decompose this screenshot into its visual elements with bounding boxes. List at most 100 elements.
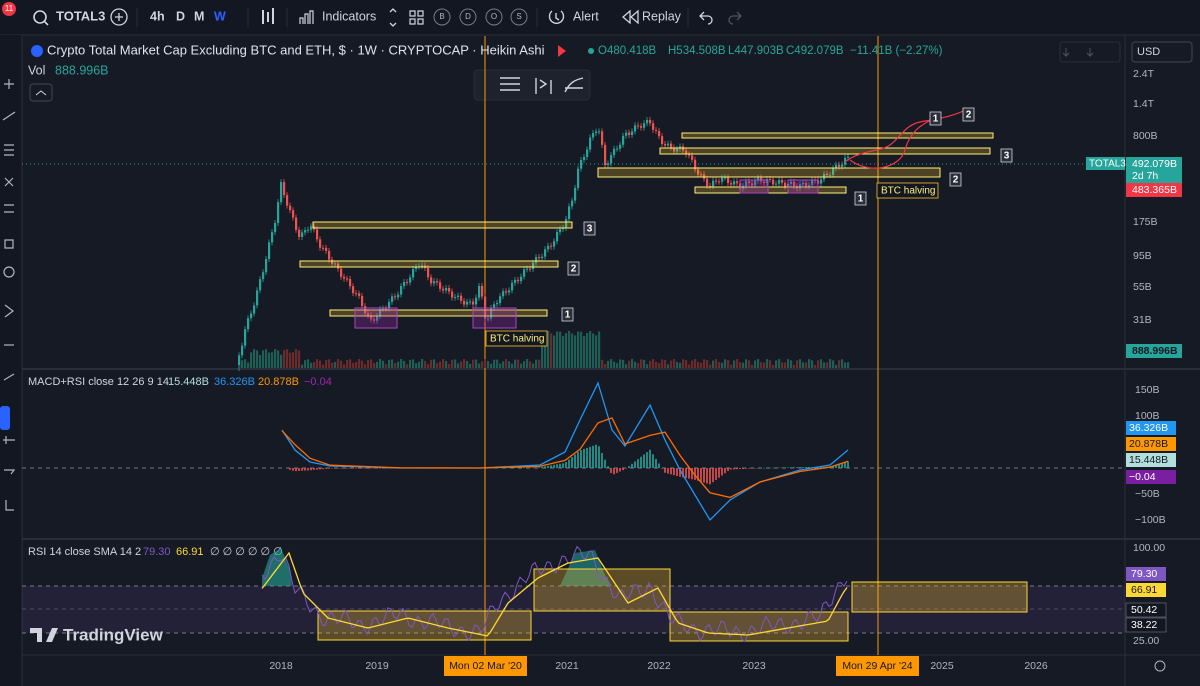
indicators-button[interactable]: Indicators [322, 9, 376, 23]
alert-button[interactable]: Alert [573, 9, 599, 23]
candle-body [343, 276, 346, 279]
layout-icon[interactable] [409, 10, 424, 25]
settings-icon[interactable] [1154, 660, 1166, 672]
volume-bar [403, 360, 406, 368]
candle-body [847, 156, 850, 158]
pane-icons [1062, 48, 1094, 58]
candle-body [523, 269, 526, 277]
candle-body [268, 242, 271, 259]
interval[interactable]: W [214, 9, 226, 23]
collapse-button[interactable] [29, 83, 53, 102]
pane-controls[interactable] [1059, 41, 1121, 63]
candle-body [535, 257, 538, 263]
macd-histogram [748, 468, 750, 469]
candle-body [790, 181, 793, 184]
volume-tag-text: 888.996B [1132, 345, 1178, 357]
candle-body [271, 232, 274, 243]
volume-bar [838, 360, 841, 368]
active-tool[interactable] [0, 406, 10, 430]
macd-histogram [577, 452, 579, 468]
rsi-tag-text: 79.30 [1131, 568, 1157, 580]
time-tick-label: 2026 [1024, 660, 1048, 672]
candle-body [280, 182, 283, 203]
volume-bar [730, 364, 733, 368]
volume-bar [277, 350, 280, 368]
volume-bar [418, 361, 421, 368]
macd-histogram [382, 468, 384, 469]
candle-body [808, 184, 811, 187]
candle-body [595, 131, 598, 134]
macd-tick-label: 150B [1135, 384, 1160, 396]
search-icon[interactable] [33, 10, 47, 24]
candle-body [553, 241, 556, 247]
price-tick-label: 2.4T [1133, 68, 1155, 80]
candle-body [607, 163, 610, 166]
alert-icon[interactable] [548, 10, 565, 25]
redo-icon[interactable] [728, 11, 742, 25]
interval[interactable]: M [194, 9, 204, 23]
marker-box [962, 107, 975, 122]
projection-path [844, 107, 971, 169]
layout-circle[interactable] [433, 8, 451, 26]
add-symbol-button[interactable] [110, 8, 128, 26]
symbol-logo [31, 45, 43, 57]
layout-circle[interactable] [510, 8, 528, 26]
notification-badge[interactable] [2, 2, 16, 16]
market-dot [588, 48, 594, 54]
macd-histogram [586, 447, 588, 468]
interval[interactable]: D [176, 9, 185, 23]
candle-body [688, 154, 691, 156]
replay-icon[interactable] [622, 9, 639, 25]
marker-label: 1 [858, 194, 864, 205]
interval[interactable]: 4h [150, 9, 165, 23]
currency[interactable]: USD [1137, 46, 1160, 58]
macd-histogram [619, 468, 621, 472]
macd-histogram [511, 467, 513, 469]
volume-bar [337, 359, 340, 368]
marker-label: 2 [571, 264, 577, 275]
macd-histogram [694, 468, 696, 480]
macd-histogram [745, 468, 747, 469]
layout-circle[interactable] [459, 8, 477, 26]
candle-body [265, 258, 268, 273]
ohlc-open: O480.418B [598, 45, 657, 57]
currency-selector[interactable] [1131, 41, 1193, 63]
volume-bar [391, 359, 394, 368]
floating-toolbar-icons[interactable] [500, 77, 584, 94]
candle-body [745, 181, 748, 186]
indicators-icon[interactable] [299, 10, 314, 24]
time-cursor-label: Mon 02 Mar '20 [449, 660, 522, 672]
chart-type-icon[interactable] [262, 8, 274, 24]
rsi-label: RSI 14 close SMA 14 2 [28, 546, 141, 558]
rsi-empty-values: ∅ ∅ ∅ ∅ ∅ ∅ [210, 546, 283, 558]
marker-box [929, 111, 942, 126]
replay-button[interactable]: Replay [642, 9, 682, 23]
volume-bar [334, 361, 337, 368]
volume-bar [733, 360, 736, 368]
candle-body [628, 132, 631, 135]
rsi-zone [669, 611, 849, 642]
candle-body [370, 315, 373, 320]
undo-icon[interactable] [699, 11, 713, 25]
accumulation-box [739, 179, 769, 194]
candle-body [316, 229, 319, 240]
macd-histogram [568, 459, 570, 468]
volume-tag [1126, 344, 1182, 358]
layout-circle[interactable] [485, 8, 503, 26]
volume-bar [778, 359, 781, 368]
macd-value: 20.878B [258, 376, 299, 388]
compare-icon[interactable] [389, 8, 397, 27]
accumulation-box [472, 307, 517, 329]
floating-toolbar[interactable] [473, 69, 591, 101]
volume-bar [814, 364, 817, 368]
volume-bar [499, 363, 502, 368]
symbol[interactable]: TOTAL3 [56, 8, 105, 23]
candle-body [670, 143, 673, 148]
volume-bar [577, 331, 580, 368]
macd-histogram [304, 468, 306, 471]
rsi-tick-label: 100.00 [1133, 542, 1165, 554]
drawing-tools[interactable] [2, 79, 16, 511]
macd-histogram [352, 468, 354, 469]
macd-histogram [601, 452, 603, 468]
volume-bar [592, 333, 595, 368]
